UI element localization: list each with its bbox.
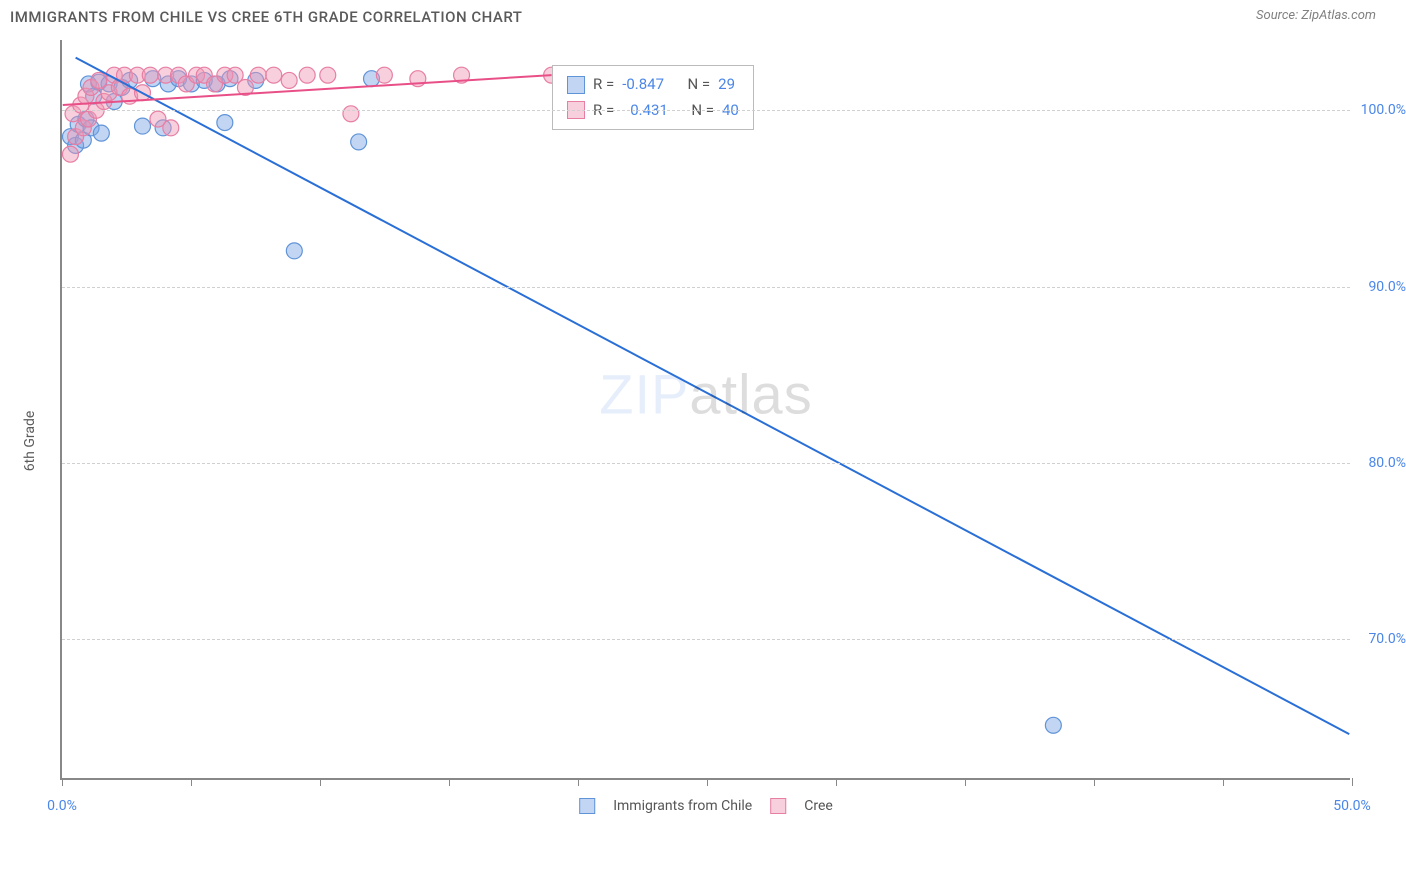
legend-series-label: Immigrants from Chile	[613, 798, 752, 814]
y-tick-label: 100.0%	[1361, 102, 1406, 118]
y-tick-label: 80.0%	[1368, 455, 1406, 471]
x-tick-label: 50.0%	[1333, 798, 1371, 814]
legend-series-label: Cree	[804, 798, 833, 814]
legend-n-label: N =	[687, 72, 710, 98]
legend-swatch-icon	[579, 798, 595, 814]
y-tick-label: 70.0%	[1368, 631, 1406, 647]
legend-swatch-icon	[770, 798, 786, 814]
legend-stats-box: R = -0.847 N = 29 R = 0.431 N = 40	[552, 65, 754, 130]
legend-bottom: Immigrants from Chile Cree	[579, 798, 833, 814]
chart-header: IMMIGRANTS FROM CHILE VS CREE 6TH GRADE …	[0, 0, 1406, 30]
x-tick-label: 0.0%	[47, 798, 77, 814]
chart-title: IMMIGRANTS FROM CHILE VS CREE 6TH GRADE …	[10, 8, 522, 26]
y-axis-label: 6th Grade	[22, 411, 38, 472]
legend-r-value: -0.847	[622, 72, 664, 98]
plot-area: ZIPatlas R = -0.847 N = 29 R = 0.431 N =…	[60, 40, 1350, 780]
plot-svg	[62, 40, 1350, 778]
y-tick-label: 90.0%	[1368, 279, 1406, 295]
legend-n-value: 29	[718, 72, 735, 98]
chart-source: Source: ZipAtlas.com	[1256, 8, 1376, 23]
legend-r-label: R =	[593, 72, 614, 98]
legend-stats-row-0: R = -0.847 N = 29	[567, 72, 739, 98]
legend-swatch-icon	[567, 76, 585, 94]
chart-container: 6th Grade ZIPatlas R = -0.847 N = 29 R =…	[10, 40, 1396, 842]
